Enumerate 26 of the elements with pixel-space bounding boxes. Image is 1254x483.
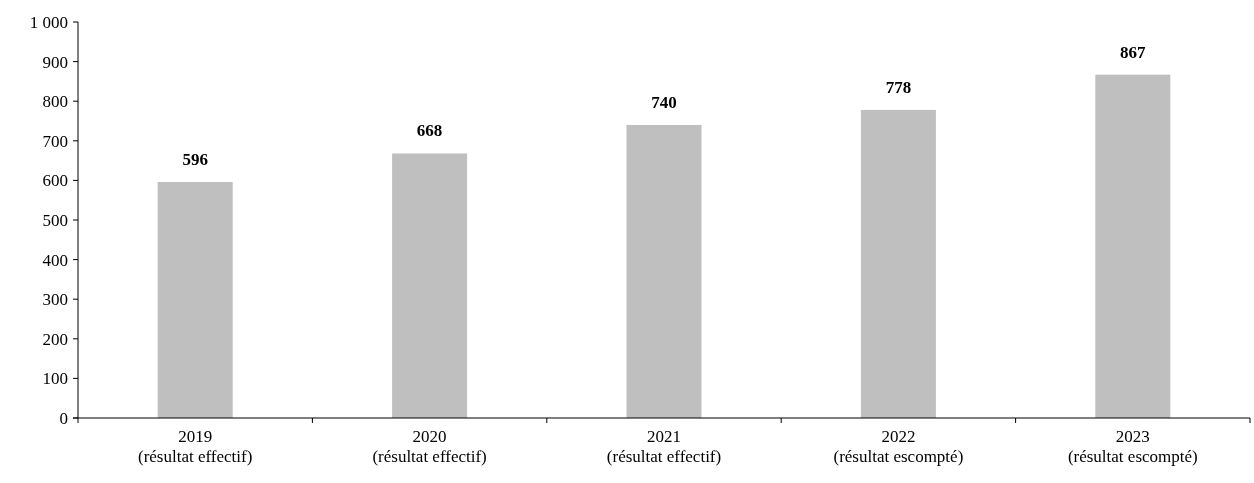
y-tick-label: 500	[42, 210, 68, 230]
y-tick-label: 600	[42, 171, 68, 191]
y-tick-label: 800	[42, 92, 68, 112]
y-tick-label: 400	[42, 250, 68, 270]
y-tick-label: 1 000	[29, 12, 68, 32]
bar	[392, 153, 468, 418]
x-tick-label: 2023 (résultat escompté)	[1067, 427, 1198, 466]
x-tick-label: 2022 (résultat escompté)	[833, 427, 964, 466]
x-tick-label: 2020 (résultat effectif)	[372, 427, 487, 466]
y-tick-label: 900	[42, 52, 68, 72]
y-tick-label: 700	[42, 131, 68, 151]
bar	[1095, 74, 1171, 418]
data-label: 867	[1120, 42, 1147, 62]
data-label: 778	[885, 77, 912, 97]
bar	[626, 124, 702, 418]
data-label: 740	[651, 92, 677, 112]
y-tick-label: 300	[42, 290, 68, 310]
data-label: 596	[182, 149, 208, 169]
y-tick-label: 0	[59, 408, 68, 428]
y-tick-label: 100	[42, 369, 68, 389]
data-label: 668	[416, 121, 443, 141]
x-tick-label: 2019 (résultat effectif)	[138, 427, 253, 466]
bar	[157, 181, 233, 418]
y-tick-label: 200	[42, 329, 68, 349]
bar	[860, 109, 936, 418]
x-tick-label: 2021 (résultat effectif)	[606, 427, 722, 466]
